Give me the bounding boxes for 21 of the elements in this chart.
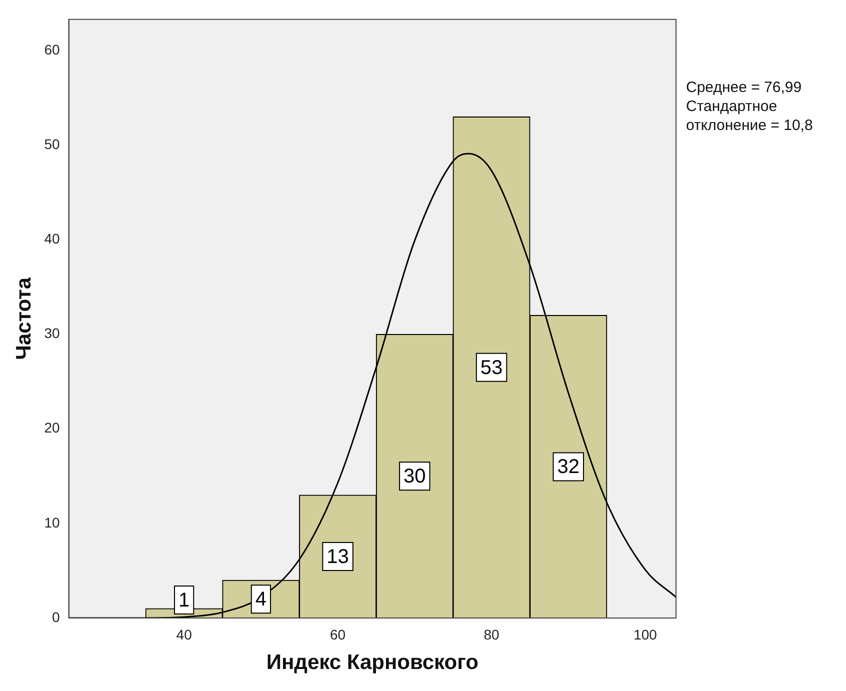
y-tick-label: 0 (52, 608, 60, 625)
x-tick-label: 40 (176, 626, 192, 642)
data-label: 13 (326, 546, 349, 568)
y-tick-label: 30 (44, 325, 60, 342)
data-label: 1 (178, 590, 190, 612)
y-tick-label: 50 (44, 136, 60, 152)
y-tick-label: 10 (44, 514, 60, 530)
x-tick-label: 80 (484, 626, 500, 642)
y-tick-label: 60 (44, 41, 60, 58)
y-tick-label: 20 (44, 420, 60, 436)
x-tick-label: 100 (634, 626, 658, 642)
data-label: 4 (255, 588, 266, 611)
text: Среднее = 76,99 (686, 78, 803, 97)
text: Стандартное отклонение = 10,8 (686, 97, 814, 135)
data-label: 30 (404, 466, 426, 488)
data-label: 32 (557, 456, 580, 478)
x-tick-label: 60 (330, 626, 346, 642)
x-axis-title: Индекс Карновского (266, 651, 478, 674)
y-axis-title: Частота (12, 277, 36, 360)
y-tick-label: 40 (44, 230, 60, 247)
data-label: 53 (480, 356, 503, 379)
